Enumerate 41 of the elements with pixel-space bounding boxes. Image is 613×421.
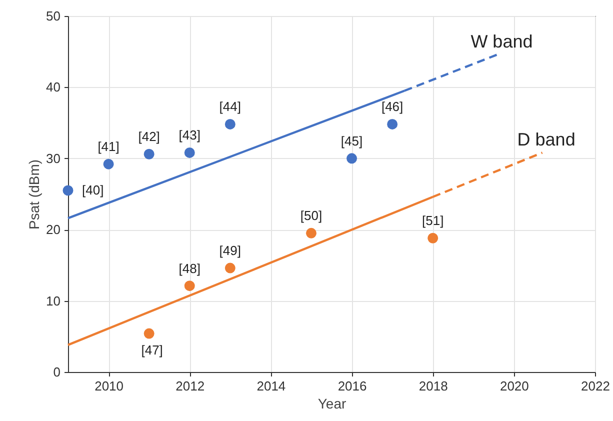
y-axis-title: Psat (dBm) xyxy=(26,159,42,230)
y-tick-label: 20 xyxy=(46,222,60,238)
point xyxy=(144,148,154,160)
series-label: W band xyxy=(470,31,533,52)
annotation: [41] xyxy=(98,139,120,154)
point xyxy=(428,232,438,244)
annotation: [45] xyxy=(340,133,363,148)
point xyxy=(184,147,195,158)
point xyxy=(224,262,236,274)
annotation: [43] xyxy=(178,128,200,143)
x-tick-label: 2014 xyxy=(256,378,286,394)
x-axis-title: Year xyxy=(318,396,346,412)
y-tick-label: 10 xyxy=(46,293,60,308)
y-tick-label: 40 xyxy=(46,80,60,95)
point xyxy=(184,280,195,292)
x-tick-label: 2018 xyxy=(418,378,448,394)
annotation: [50] xyxy=(300,208,322,224)
point xyxy=(346,153,358,164)
annotation: [48] xyxy=(178,260,200,276)
x-tick-label: 2010 xyxy=(94,378,124,394)
y-tick-label: 30 xyxy=(46,150,60,166)
annotation: [46] xyxy=(381,99,404,114)
series-label: D band xyxy=(517,130,576,150)
annotation: [44] xyxy=(219,99,241,114)
point xyxy=(387,118,398,130)
x-tick-label: 2022 xyxy=(581,378,610,394)
x-tick-label: 2020 xyxy=(500,378,529,394)
annotation: [42] xyxy=(138,129,160,144)
annotation: [40] xyxy=(82,182,104,198)
point xyxy=(62,185,74,196)
y-tick-label: 50 xyxy=(46,8,60,24)
y-tick-label: 0 xyxy=(53,364,60,380)
point xyxy=(306,228,316,238)
point xyxy=(144,328,154,339)
x-tick-label: 2012 xyxy=(176,378,205,394)
annotation: [49] xyxy=(219,243,241,258)
point xyxy=(103,158,114,170)
point xyxy=(224,118,236,130)
x-tick-label: 2016 xyxy=(338,378,367,394)
annotation: [51] xyxy=(422,213,444,228)
annotation: [47] xyxy=(141,342,163,358)
